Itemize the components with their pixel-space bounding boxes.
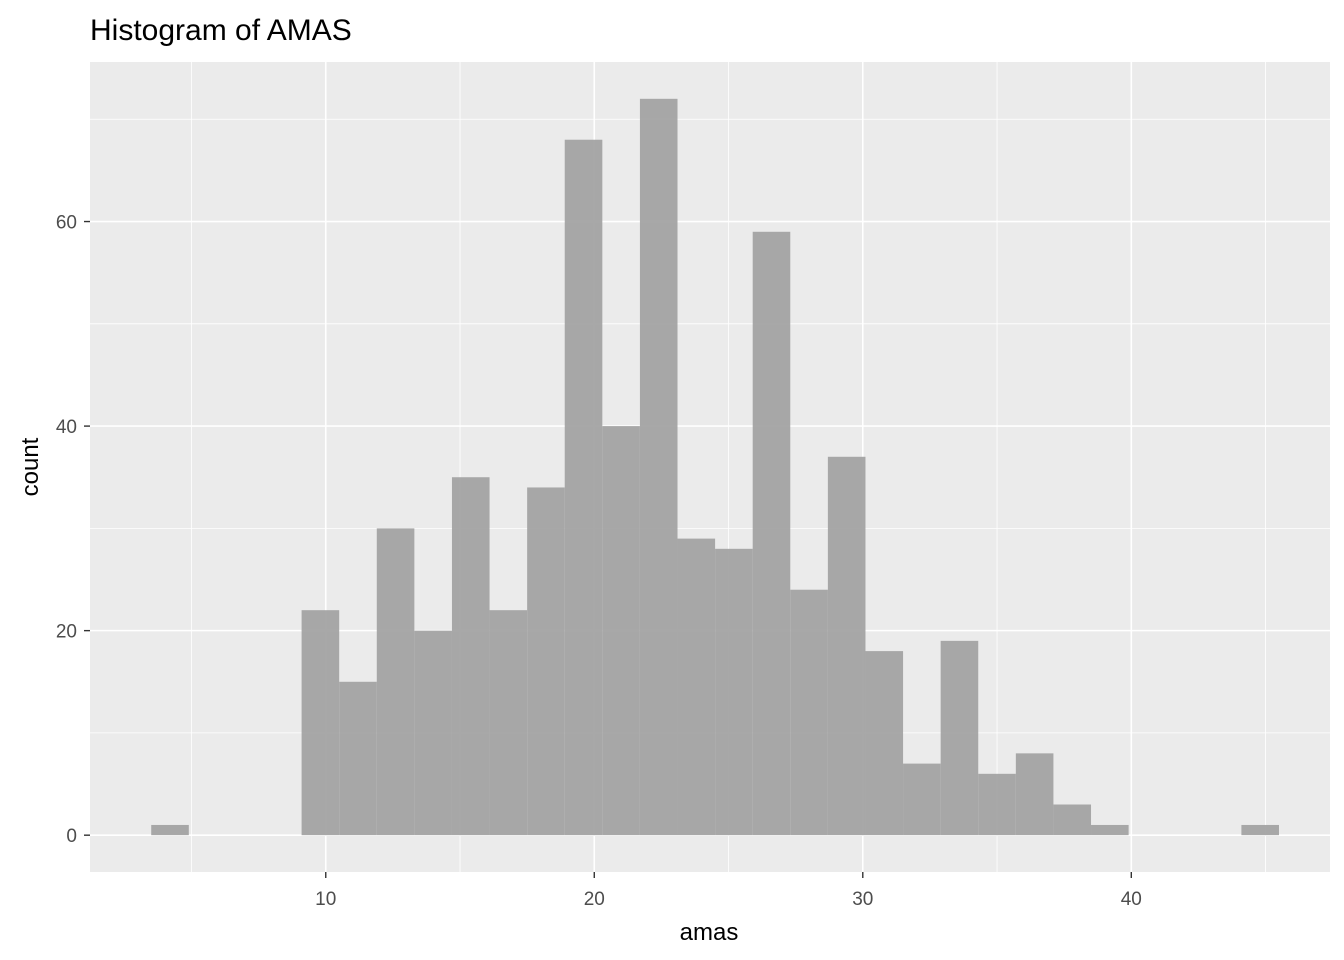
histogram-bar [1241,824,1279,836]
histogram-bar [677,538,716,836]
histogram-bar [790,589,828,836]
histogram-bar [715,548,753,836]
histogram-bar [489,610,528,836]
histogram-bar [752,231,791,836]
y-tick-label: 20 [56,622,77,643]
x-tick-label: 10 [315,889,336,910]
x-tick-label: 20 [584,889,605,910]
histogram-bar [978,773,1016,836]
histogram-bar [602,426,640,836]
histogram-bar [301,610,340,836]
histogram-bar [940,640,979,836]
histogram-bar [1091,824,1129,836]
histogram-bar [451,477,490,836]
x-tick-label: 30 [852,889,873,910]
x-axis: 10 20 30 40 [315,872,1142,910]
y-axis: 0 20 40 60 [56,213,90,847]
histogram-bar [1053,804,1092,836]
chart-title: Histogram of AMAS [90,14,352,47]
x-tick-label: 40 [1121,889,1142,910]
histogram-bar [339,681,377,836]
histogram-bar [414,630,452,836]
histogram-bar [827,456,866,836]
y-tick-label: 0 [66,826,77,847]
histogram-bar [903,763,941,836]
histogram-bar [865,651,904,836]
y-axis-title: count [17,437,44,496]
y-tick-label: 40 [56,417,77,438]
histogram-bar [639,98,678,836]
histogram-bar [151,824,189,836]
histogram-bars [151,98,1279,836]
histogram-bar [564,139,603,836]
histogram-bar [376,528,415,836]
x-axis-title: amas [680,919,739,946]
histogram-bar [527,487,565,836]
histogram-bar [1015,753,1054,836]
y-tick-label: 60 [56,213,77,234]
